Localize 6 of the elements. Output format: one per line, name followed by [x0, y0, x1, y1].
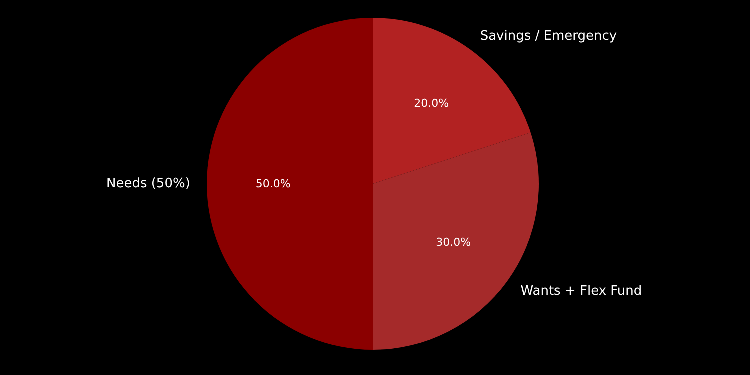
- data-label: 20.0%: [414, 96, 450, 110]
- slice-label: Needs (50%): [106, 176, 190, 192]
- data-label: 30.0%: [436, 236, 472, 250]
- slice-label: Wants + Flex Fund: [520, 284, 642, 299]
- data-label: 50.0%: [256, 178, 291, 190]
- slice-label: Savings / Emergency: [480, 28, 618, 44]
